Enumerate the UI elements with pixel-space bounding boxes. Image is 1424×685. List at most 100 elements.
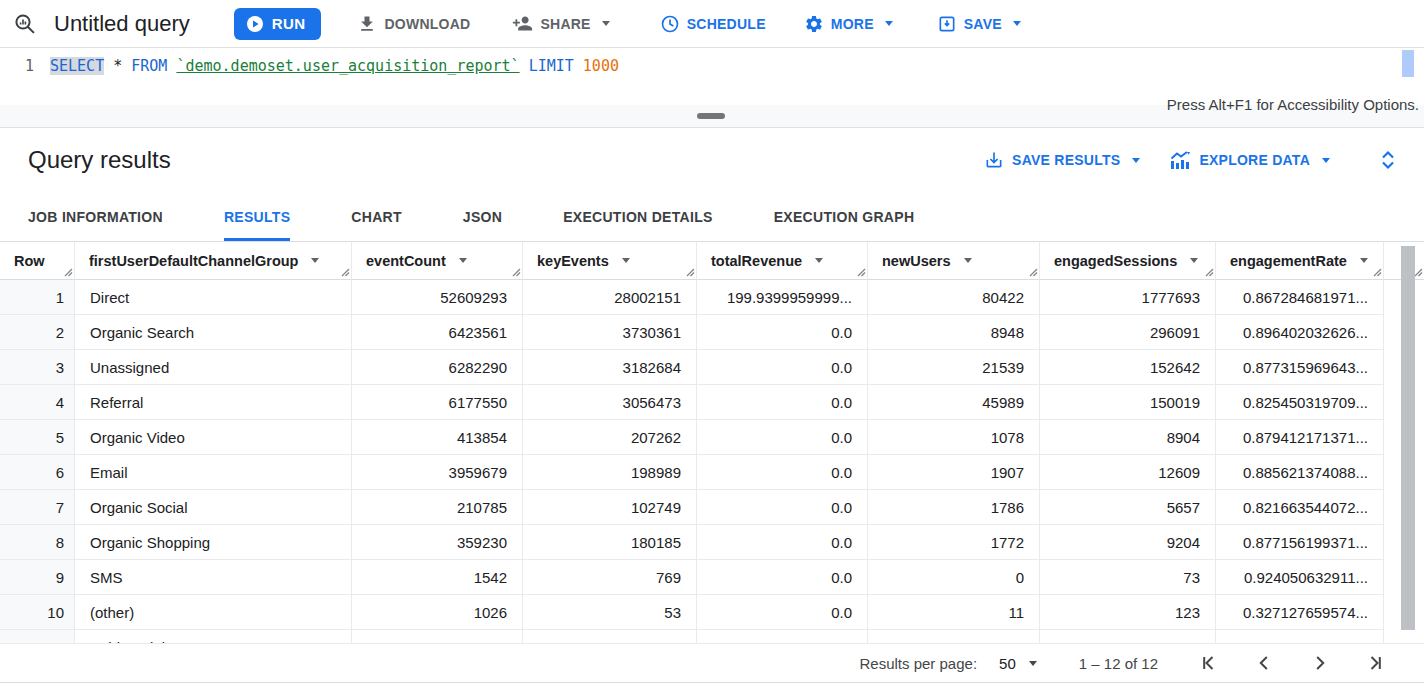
save-results-button[interactable]: SAVE RESULTS — [984, 150, 1140, 170]
more-button[interactable]: MORE — [794, 6, 903, 42]
column-header-newUsers[interactable]: newUsers — [868, 242, 1040, 280]
column-menu-caret-icon[interactable] — [964, 258, 972, 263]
row-number-cell[interactable]: 5 — [0, 420, 75, 455]
column-menu-caret-icon[interactable] — [311, 258, 319, 263]
table-cell[interactable]: 5657 — [1040, 490, 1216, 525]
table-cell[interactable]: 0.867284681971... — [1216, 280, 1384, 315]
table-cell[interactable]: 134 — [523, 630, 697, 643]
column-header-engagementRate[interactable]: engagementRate — [1216, 242, 1384, 280]
table-cell[interactable]: Referral — [75, 385, 352, 420]
table-cell[interactable]: 0.879412171371... — [1216, 420, 1384, 455]
column-resize-handle[interactable] — [857, 268, 866, 277]
row-number-cell[interactable]: 6 — [0, 455, 75, 490]
row-number-cell[interactable]: 4 — [0, 385, 75, 420]
tab-execution-details[interactable]: EXECUTION DETAILS — [563, 192, 713, 241]
column-header-eventCount[interactable]: eventCount — [352, 242, 523, 280]
tab-job-information[interactable]: JOB INFORMATION — [28, 192, 163, 241]
table-cell[interactable]: 0.0 — [697, 385, 868, 420]
table-cell[interactable]: 8948 — [868, 315, 1040, 350]
table-cell[interactable]: 0.885621374088... — [1216, 455, 1384, 490]
explore-data-button[interactable]: EXPLORE DATA — [1170, 151, 1330, 170]
table-cell[interactable]: 6423561 — [352, 315, 523, 350]
table-cell[interactable]: 3056473 — [523, 385, 697, 420]
table-cell[interactable]: 6177550 — [352, 385, 523, 420]
table-cell[interactable]: Email — [75, 455, 352, 490]
table-cell[interactable]: 199.9399959999... — [697, 280, 868, 315]
table-cell[interactable]: SMS — [75, 560, 352, 595]
column-resize-handle[interactable] — [64, 268, 73, 277]
table-cell[interactable]: 0.825450319709... — [1216, 385, 1384, 420]
table-cell[interactable]: Organic Search — [75, 315, 352, 350]
previous-page-button[interactable] — [1252, 651, 1276, 675]
table-cell[interactable]: 6282290 — [352, 350, 523, 385]
save-button[interactable]: SAVE — [927, 6, 1031, 42]
table-cell[interactable]: 73 — [1040, 560, 1216, 595]
table-cell[interactable]: 1786 — [868, 490, 1040, 525]
table-cell[interactable]: 1772 — [868, 525, 1040, 560]
sql-table-reference[interactable]: `demo.demoset.user_acquisition_report` — [176, 57, 519, 75]
column-header-totalRevenue[interactable]: totalRevenue — [697, 242, 868, 280]
table-cell[interactable]: 0.896402032626... — [1216, 315, 1384, 350]
column-resize-handle[interactable] — [686, 268, 695, 277]
column-menu-caret-icon[interactable] — [1190, 258, 1198, 263]
column-menu-caret-icon[interactable] — [815, 258, 823, 263]
table-cell[interactable]: 3182684 — [523, 350, 697, 385]
tab-chart[interactable]: CHART — [351, 192, 402, 241]
table-cell[interactable]: 8904 — [1040, 420, 1216, 455]
page-size-select[interactable]: 50 — [999, 655, 1037, 672]
table-cell[interactable]: 0.0 — [697, 490, 868, 525]
column-menu-caret-icon[interactable] — [622, 258, 630, 263]
column-menu-caret-icon[interactable] — [1360, 258, 1368, 263]
table-cell[interactable]: 0.924050632911... — [1216, 560, 1384, 595]
table-cell[interactable]: Direct — [75, 280, 352, 315]
table-cell[interactable]: 45989 — [868, 385, 1040, 420]
table-cell[interactable]: 9204 — [1040, 525, 1216, 560]
table-cell[interactable]: 150019 — [1040, 385, 1216, 420]
table-cell[interactable]: 0.877156199371... — [1216, 525, 1384, 560]
table-cell[interactable]: Paid Social — [75, 630, 352, 643]
table-cell[interactable]: 0.0 — [697, 630, 868, 643]
column-header-engagedSessions[interactable]: engagedSessions — [1040, 242, 1216, 280]
row-number-cell[interactable]: 1 — [0, 280, 75, 315]
table-cell[interactable]: 12609 — [1040, 455, 1216, 490]
column-menu-caret-icon[interactable] — [459, 258, 467, 263]
table-cell[interactable]: 210785 — [352, 490, 523, 525]
table-cell[interactable]: 180185 — [523, 525, 697, 560]
table-cell[interactable]: 0.0 — [697, 595, 868, 630]
table-cell[interactable]: 0 — [868, 630, 1040, 643]
column-header-keyEvents[interactable]: keyEvents — [523, 242, 697, 280]
table-cell[interactable]: 0.0 — [697, 420, 868, 455]
table-cell[interactable]: (other) — [75, 595, 352, 630]
tab-json[interactable]: JSON — [463, 192, 502, 241]
table-cell[interactable]: 0.327127659574... — [1216, 595, 1384, 630]
table-cell[interactable]: 0.0 — [697, 525, 868, 560]
column-resize-handle[interactable] — [512, 268, 521, 277]
table-cell[interactable]: 1.0 — [1216, 630, 1384, 643]
table-cell[interactable]: 9 — [1040, 630, 1216, 643]
schedule-button[interactable]: SCHEDULE — [650, 6, 776, 42]
table-cell[interactable]: 0.0 — [697, 455, 868, 490]
pane-resize-handle[interactable] — [697, 113, 725, 119]
table-cell[interactable]: 359230 — [352, 525, 523, 560]
row-number-cell[interactable]: 3 — [0, 350, 75, 385]
last-page-button[interactable] — [1364, 651, 1388, 675]
column-resize-handle[interactable] — [1373, 268, 1382, 277]
tab-execution-graph[interactable]: EXECUTION GRAPH — [774, 192, 915, 241]
run-button[interactable]: RUN — [234, 8, 322, 40]
table-cell[interactable]: 1907 — [868, 455, 1040, 490]
table-cell[interactable]: 21539 — [868, 350, 1040, 385]
table-cell[interactable]: 769 — [523, 560, 697, 595]
table-cell[interactable]: 0.877315969643... — [1216, 350, 1384, 385]
table-cell[interactable]: 0 — [868, 560, 1040, 595]
table-cell[interactable]: 0.0 — [697, 560, 868, 595]
table-cell[interactable]: Organic Video — [75, 420, 352, 455]
table-cell[interactable]: 53 — [523, 595, 697, 630]
table-cell[interactable]: 198989 — [523, 455, 697, 490]
download-button[interactable]: DOWNLOAD — [347, 6, 480, 42]
table-cell[interactable]: 207262 — [523, 420, 697, 455]
table-cell[interactable]: 1777693 — [1040, 280, 1216, 315]
column-resize-handle[interactable] — [341, 268, 350, 277]
table-cell[interactable]: 152642 — [1040, 350, 1216, 385]
column-resize-handle[interactable] — [1205, 268, 1214, 277]
table-cell[interactable]: 123 — [1040, 595, 1216, 630]
